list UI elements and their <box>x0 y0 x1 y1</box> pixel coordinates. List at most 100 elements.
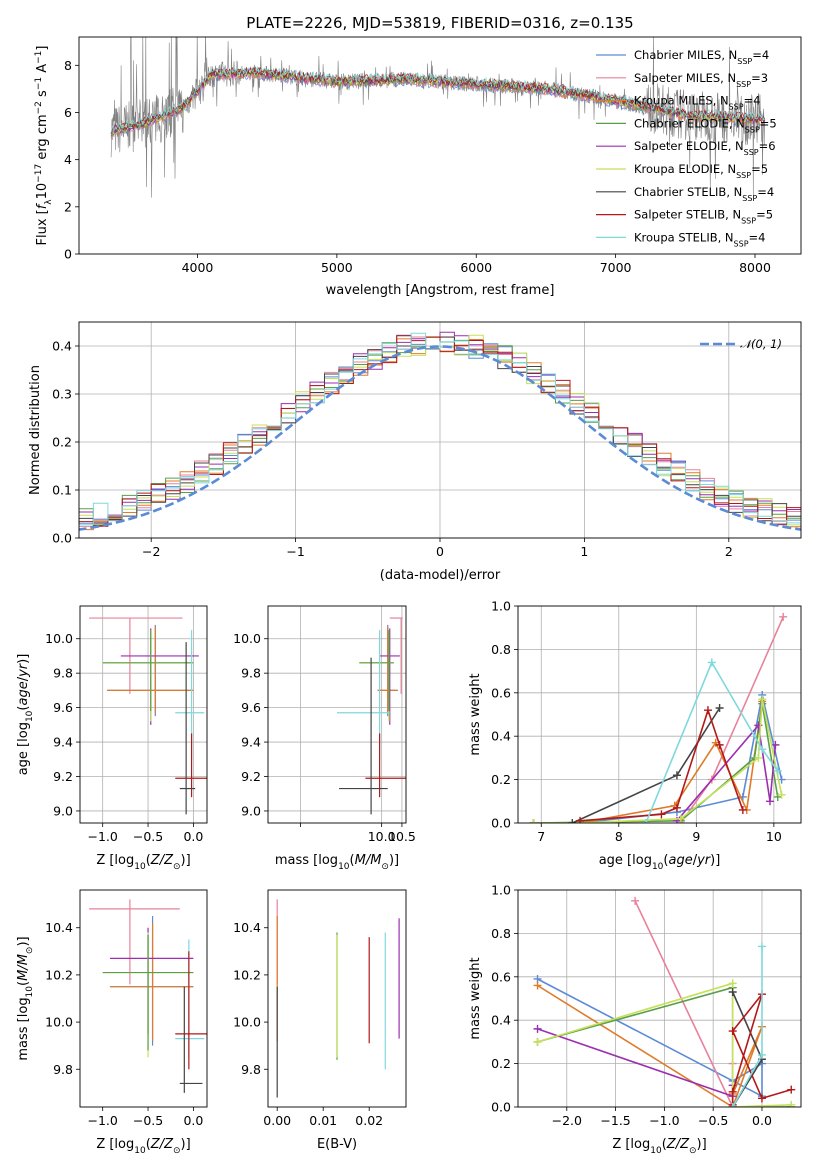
x-tick-label: 0.01 <box>309 1113 337 1128</box>
axes-frame <box>79 605 208 824</box>
series-marker-salpeter-stelib <box>757 1094 766 1103</box>
series-marker-kroupa-stelib <box>757 1050 766 1059</box>
legend-label-salpeter-stelib: Salpeter STELIB, NSSP=5 <box>634 208 773 226</box>
y-tick-label: 0.3 <box>52 387 72 402</box>
series-marker-salpeter-stelib <box>728 1087 737 1096</box>
x-tick-label: 2 <box>725 544 733 559</box>
axes-spectrum: 4000 5000 6000 7000 8000 0 2 4 6 8 wavelength [Ang… <box>34 36 802 298</box>
series-marker-salpeter-stelib <box>787 1085 796 1094</box>
legend-label-kroupa-elodie: Kroupa ELODIE, NSSP=5 <box>634 162 768 180</box>
y-tick-label: 10.4 <box>233 920 261 935</box>
x-axis-label-mass-vs-z: Z [log10(Z/Z⊙)] <box>96 1137 190 1156</box>
y-tick-label: 9.4 <box>53 735 73 750</box>
series-marker-chabrier-stelib <box>672 771 681 780</box>
series-marker-kroupa-elodie <box>676 814 685 823</box>
figure-title: PLATE=2226, MJD=53819, FIBERID=0316, z=0… <box>246 14 633 32</box>
y-axis-label-weight_vs_age: mass weight <box>468 673 483 755</box>
axes-frame <box>78 36 802 255</box>
y-tick-label: 1.0 <box>491 883 511 898</box>
series-marker-chabrier-stelib <box>728 987 737 996</box>
y-tick-label: 0 <box>64 247 72 262</box>
series-marker-salpeter-stelib <box>715 740 724 749</box>
errorbar-salpeter-elodie <box>379 628 400 725</box>
plot-area-weight_vs_Z <box>518 890 801 1107</box>
x-tick-label: 9 <box>692 829 700 844</box>
y-tick-label: 6 <box>64 105 72 120</box>
x-tick-label: 0.00 <box>263 1113 291 1128</box>
series-marker-salpeter-elodie <box>771 740 780 749</box>
y-tick-label: 9.6 <box>241 700 261 715</box>
spectrum-model-salpeter-stelib <box>110 66 766 134</box>
plot-area-spectrum <box>110 37 766 198</box>
series-marker-kroupa-stelib <box>758 745 767 754</box>
x-axis-label-age-vs-mass: mass [log10(M/M⊙)] <box>275 853 399 872</box>
x-tick-label: 8 <box>615 829 623 844</box>
x-tick-label: 0.0 <box>752 1113 772 1128</box>
x-tick-label: −2.0 <box>552 1113 582 1128</box>
y-tick-label: 0.4 <box>491 1013 511 1028</box>
y-tick-label: 10.2 <box>233 967 261 982</box>
y-tick-label: 9.2 <box>53 769 73 784</box>
y-axis-label-age-vs-z: age [log10(age/yr)] <box>16 654 35 776</box>
y-tick-label: 0.8 <box>491 926 511 941</box>
y-tick-label: 10.0 <box>233 1015 261 1030</box>
errorbar-salpeter-miles <box>89 899 180 985</box>
x-tick-label: 5000 <box>321 260 353 275</box>
legend-label-kroupa-miles: Kroupa MILES, NSSP=4 <box>634 94 760 112</box>
x-tick-label: 10.0 <box>368 829 396 844</box>
legend-label-salpeter-miles: Salpeter MILES, NSSP=3 <box>634 71 768 89</box>
series-marker-kroupa-elodie <box>533 1037 542 1046</box>
y-tick-label: 8 <box>64 58 72 73</box>
axes-frame <box>267 605 407 824</box>
series-marker-salpeter-stelib <box>703 706 712 715</box>
series-marker-salpeter-stelib <box>576 816 585 823</box>
series-salpeter-stelib <box>728 990 796 1107</box>
series-marker-kroupa-elodie <box>787 1100 796 1107</box>
legend-spectrum: Chabrier MILES, NSSP=4 Salpeter MILES, NS… <box>596 48 777 248</box>
x-tick-label: 0.0 <box>183 829 203 844</box>
series-line-salpeter-stelib <box>579 707 744 822</box>
y-tick-label: 9.8 <box>241 1062 261 1077</box>
plot-area-age_vs_Z <box>80 606 207 823</box>
y-tick-label: 10.0 <box>45 631 73 646</box>
series-marker-kroupa-miles <box>533 981 542 990</box>
errorbar-salpeter-stelib <box>365 733 406 798</box>
y-tick-label: 0.1 <box>52 483 72 498</box>
x-tick-label: 4000 <box>182 260 214 275</box>
x-tick-label: −1.5 <box>600 1113 630 1128</box>
series-kroupa-elodie <box>533 979 796 1107</box>
plots: 4000 5000 6000 7000 8000 0 2 4 6 8 wavelength [Ang… <box>16 36 802 1156</box>
x-tick-label: 10 <box>766 829 782 844</box>
x-axis-label-ebv: E(B-V) <box>317 1137 357 1152</box>
series-marker-kroupa-stelib <box>641 819 650 823</box>
y-tick-label: 0.4 <box>491 729 511 744</box>
series-marker-salpeter-elodie <box>765 797 774 806</box>
x-tick-label: 6000 <box>460 260 492 275</box>
plot-area-mass_vs_Z <box>89 899 207 1093</box>
errorbar-kroupa-miles <box>109 923 194 1041</box>
y-tick-label: 9.8 <box>241 666 261 681</box>
x-tick-label: −0.5 <box>133 1113 163 1128</box>
y-tick-label: 10.4 <box>45 920 73 935</box>
y-tick-label: 9.8 <box>53 666 73 681</box>
y-axis-label-mass-vs-z: mass [log10(M/M⊙)] <box>16 936 35 1060</box>
errorbar-chabrier-elodie <box>359 630 394 712</box>
y-tick-label: 0.2 <box>491 772 511 787</box>
y-axis-label-spectrum: Flux [fλ10−17 erg cm−2 s−1 A−1] <box>34 46 54 246</box>
axes-frame <box>517 889 802 1108</box>
series-line-kroupa-miles <box>537 984 763 1107</box>
y-tick-label: 0.6 <box>491 969 511 984</box>
x-tick-label: −2 <box>142 544 160 559</box>
y-axis-label-weight_vs_Z: mass weight <box>468 957 483 1039</box>
series-line-chabrier-miles <box>537 978 763 1098</box>
x-tick-label: −0.5 <box>698 1113 728 1128</box>
legend-label-chabrier-miles: Chabrier MILES, NSSP=4 <box>634 48 769 66</box>
x-tick-label: 1 <box>580 544 588 559</box>
x-tick-label: −1.0 <box>87 829 117 844</box>
errorbar-chabrier-elodie <box>102 934 194 1051</box>
axes-frame <box>267 889 407 1108</box>
errorbar-chabrier-elodie <box>102 630 194 712</box>
y-tick-label: 9.0 <box>53 803 73 818</box>
